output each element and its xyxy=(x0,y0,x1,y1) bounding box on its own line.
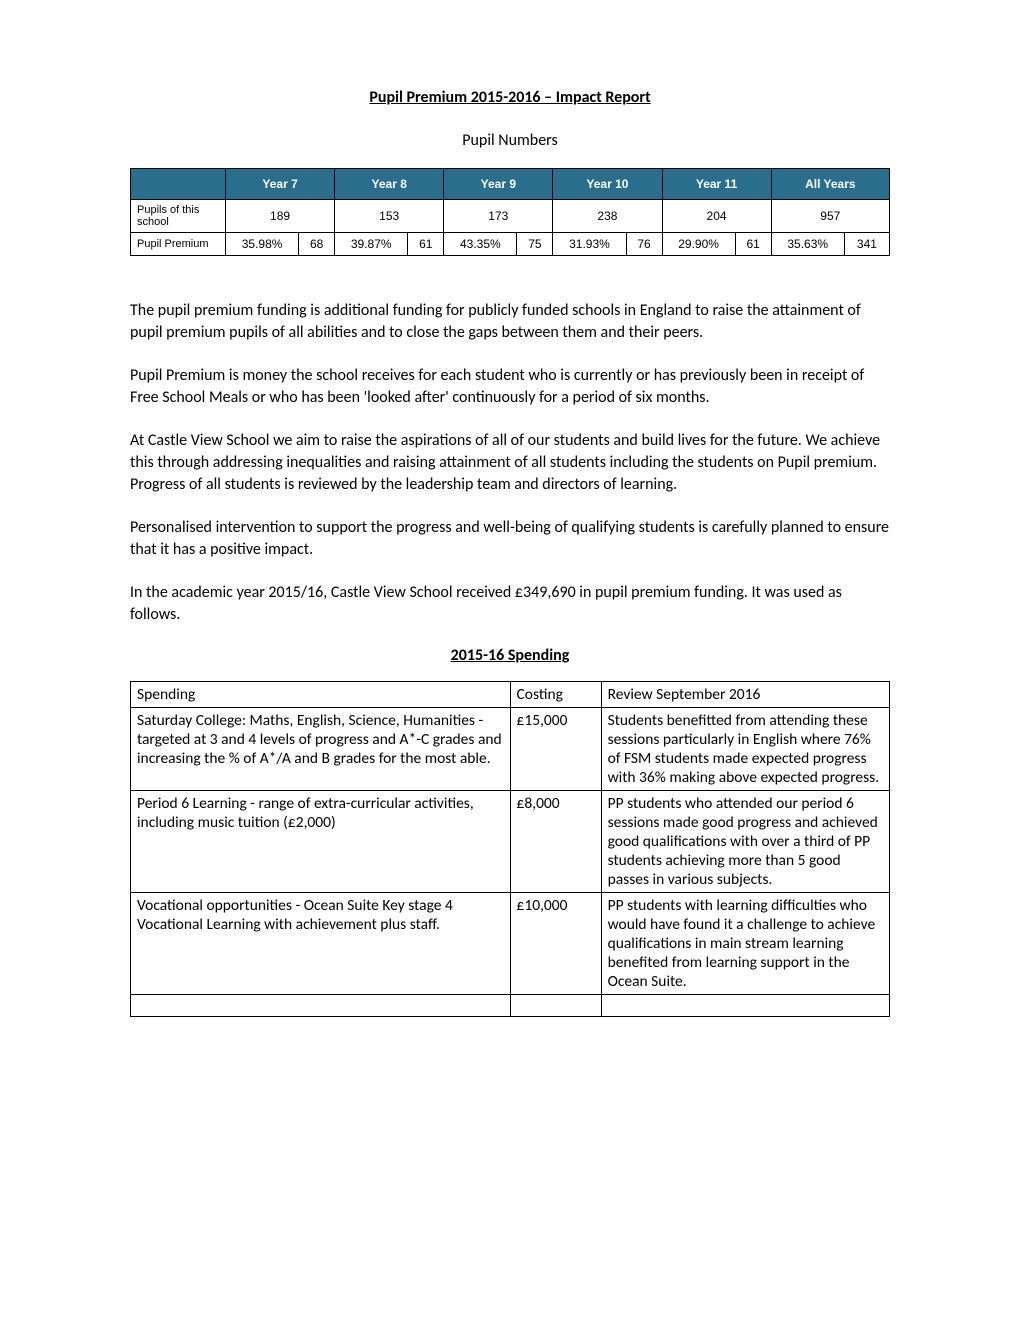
cell: 39.87% xyxy=(335,233,408,256)
cell-review: Students benefitted from attending these… xyxy=(601,708,889,791)
cell: 35.63% xyxy=(771,233,844,256)
cell: 75 xyxy=(517,233,553,256)
paragraph: Pupil Premium is money the school receiv… xyxy=(130,365,890,410)
spend-header: Costing xyxy=(510,682,601,708)
paragraph: Personalised intervention to support the… xyxy=(130,517,890,562)
header-year8: Year 8 xyxy=(335,169,444,200)
cell: 957 xyxy=(771,200,889,233)
table-row: Pupil Premium 35.98% 68 39.87% 61 43.35%… xyxy=(131,233,890,256)
cell-costing: £8,000 xyxy=(510,791,601,893)
cell-review: PP students with learning difficulties w… xyxy=(601,893,889,995)
paragraph: The pupil premium funding is additional … xyxy=(130,300,890,345)
cell: 189 xyxy=(226,200,335,233)
cell-empty xyxy=(601,995,889,1017)
cell: 43.35% xyxy=(444,233,517,256)
header-year7: Year 7 xyxy=(226,169,335,200)
row-label: Pupil Premium xyxy=(131,233,226,256)
pupils-table: Year 7 Year 8 Year 9 Year 10 Year 11 All… xyxy=(130,168,890,256)
cell-costing: £15,000 xyxy=(510,708,601,791)
cell-spending: Period 6 Learning - range of extra-curri… xyxy=(131,791,511,893)
header-year11: Year 11 xyxy=(662,169,771,200)
table-row: Pupils of this school 189 153 173 238 20… xyxy=(131,200,890,233)
paragraph: In the academic year 2015/16, Castle Vie… xyxy=(130,582,890,627)
subtitle: Pupil Numbers xyxy=(130,131,890,150)
cell: 238 xyxy=(553,200,662,233)
table-row: Saturday College: Maths, English, Scienc… xyxy=(131,708,890,791)
row-label: Pupils of this school xyxy=(131,200,226,233)
cell: 35.98% xyxy=(226,233,299,256)
cell-review: PP students who attended our period 6 se… xyxy=(601,791,889,893)
cell: 153 xyxy=(335,200,444,233)
table-row: Vocational opportunities - Ocean Suite K… xyxy=(131,893,890,995)
cell-costing: £10,000 xyxy=(510,893,601,995)
cell: 61 xyxy=(735,233,771,256)
cell: 173 xyxy=(444,200,553,233)
table-row: Period 6 Learning - range of extra-curri… xyxy=(131,791,890,893)
paragraph: At Castle View School we aim to raise th… xyxy=(130,430,890,497)
spending-table: Spending Costing Review September 2016 S… xyxy=(130,681,890,1017)
cell: 61 xyxy=(408,233,444,256)
cell: 29.90% xyxy=(662,233,735,256)
header-year10: Year 10 xyxy=(553,169,662,200)
page-title: Pupil Premium 2015-2016 – Impact Report xyxy=(130,88,890,107)
header-allyears: All Years xyxy=(771,169,889,200)
header-year9: Year 9 xyxy=(444,169,553,200)
cell: 341 xyxy=(844,233,889,256)
table-row-empty xyxy=(131,995,890,1017)
cell-spending: Saturday College: Maths, English, Scienc… xyxy=(131,708,511,791)
header-blank xyxy=(131,169,226,200)
spend-header: Review September 2016 xyxy=(601,682,889,708)
cell: 31.93% xyxy=(553,233,626,256)
cell: 76 xyxy=(626,233,662,256)
cell: 68 xyxy=(299,233,335,256)
spending-heading: 2015-16 Spending xyxy=(130,646,890,665)
cell: 204 xyxy=(662,200,771,233)
cell-empty xyxy=(131,995,511,1017)
cell-spending: Vocational opportunities - Ocean Suite K… xyxy=(131,893,511,995)
spend-header: Spending xyxy=(131,682,511,708)
cell-empty xyxy=(510,995,601,1017)
